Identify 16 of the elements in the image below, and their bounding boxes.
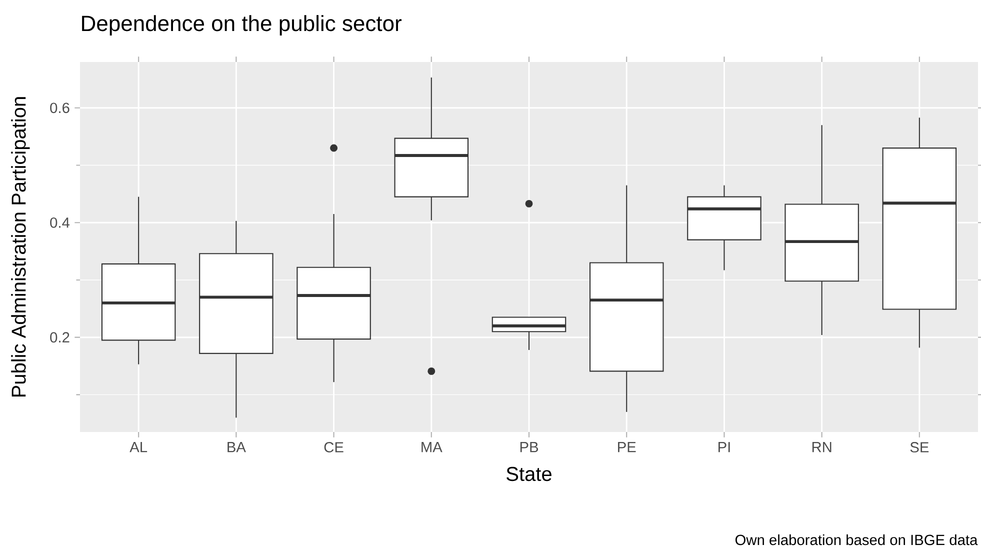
y-tick-label: 0.6 [50, 102, 70, 114]
x-tick-label: MA [422, 442, 442, 452]
x-tick-label: BA [228, 442, 246, 452]
x-tick-label: CE [324, 442, 344, 452]
x-tick-label: SE [910, 442, 929, 452]
x-tick-label: PE [618, 442, 636, 452]
y-tick-label: 0.2 [50, 332, 70, 343]
x-tick-label: RN [812, 442, 832, 452]
y-tick-label: 0.4 [50, 217, 70, 228]
x-tick-label: PI [718, 442, 730, 452]
x-tick-label: AL [130, 442, 148, 452]
y-axis-title: Public Administration Participation [11, 97, 30, 397]
chart-title: Dependence on the public sector [82, 15, 402, 36]
x-tick-label: PB [520, 442, 538, 452]
text: Own elaboration based on IBGE data [735, 534, 978, 546]
x-axis-title: State [506, 466, 552, 482]
